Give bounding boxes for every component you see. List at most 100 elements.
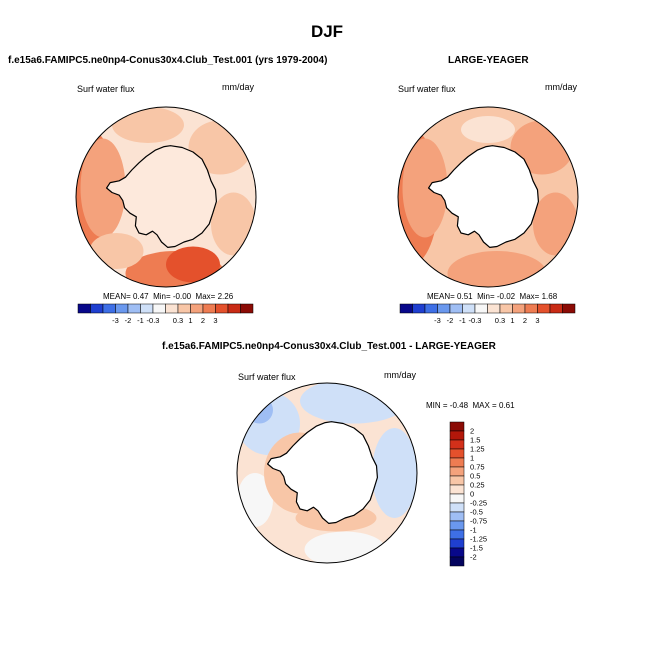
panel3-colorbar-tick-label: -0.25	[470, 499, 487, 508]
panel1-colorbar-swatch	[102, 303, 116, 314]
panel3-colorbar-swatch	[449, 457, 465, 468]
panel2-colorbar-swatch	[437, 303, 451, 314]
panel2-colorbar-swatch	[562, 303, 576, 314]
panel2-colorbar-tick-label: 2	[523, 316, 527, 325]
panel3-title: f.e15a6.FAMIPC5.ne0np4-Conus30x4.Club_Te…	[162, 341, 496, 352]
panel1-mean-value: 0.47	[133, 292, 149, 301]
panel2-boundary	[397, 106, 579, 288]
panel3-variable: Surf water flux	[238, 372, 296, 382]
panel3-max-value: 0.61	[498, 401, 515, 410]
panel3-colorbar-swatch	[449, 493, 465, 504]
panel1-stats: MEAN= 0.47 Min= -0.00 Max= 2.26	[103, 292, 233, 301]
panel3-colorbar-tick-label: 0.5	[470, 472, 480, 481]
panel3-colorbar-tick-label: 0.75	[470, 463, 485, 472]
panel3-min-label: MIN =	[426, 401, 448, 410]
panel3-colorbar-swatch	[449, 421, 465, 432]
panel1-antarctica-coastline	[105, 145, 217, 248]
panel1-field-patch	[89, 233, 144, 269]
panel1-units: mm/day	[222, 82, 255, 92]
panel3-colorbar-swatch	[449, 556, 465, 567]
panel2-antarctica-coastline	[428, 145, 540, 248]
panel2-min-value: -0.02	[496, 292, 516, 301]
panel3-colorbar-swatch	[449, 475, 465, 486]
panel2-colorbar-tick-label: 3	[535, 316, 539, 325]
panel1-colorbar-swatch	[152, 303, 166, 314]
panel2-title: LARGE-YEAGER	[448, 55, 529, 66]
panel3-colorbar-tick-label: -2	[470, 553, 477, 562]
panel3-field-patch	[372, 428, 417, 518]
panel1-colorbar-tick-label: 1	[188, 316, 192, 325]
panel2-colorbar-tick-label: -2	[447, 316, 454, 325]
panel2-colorbar-swatch	[487, 303, 501, 314]
panel3-colorbar-swatch	[449, 502, 465, 513]
panel3-colorbar-swatch	[449, 529, 465, 540]
panel2-colorbar-tick-label: -1	[459, 316, 466, 325]
panel3-colorbar-swatch	[449, 466, 465, 477]
panel1-max-label: Max=	[195, 292, 216, 301]
panel1-colorbar-swatch	[240, 303, 254, 314]
panel3-boundary	[236, 382, 418, 564]
panel1-colorbar-swatch	[127, 303, 141, 314]
panel3-colorbar-tick-label: -1.25	[470, 535, 487, 544]
panel1-colorbar-tick-label: -3	[112, 316, 119, 325]
panel2-group	[398, 107, 578, 287]
panel3-colorbar-tick-label: -0.75	[470, 517, 487, 526]
panel3-colorbar-swatch	[449, 547, 465, 558]
panel1-field-patch	[80, 138, 126, 238]
panel2-mean-label: MEAN=	[427, 292, 455, 301]
panel1-colorbar-tick-label: -0.3	[147, 316, 160, 325]
panel1-variable: Surf water flux	[77, 84, 135, 94]
panel3-colorbar-tick-label: -1	[470, 526, 477, 535]
panel3-field-patch	[246, 396, 273, 424]
panel3-stats: MIN = -0.48 MAX = 0.61	[426, 401, 515, 410]
panel2-max-value: 1.68	[541, 292, 558, 301]
panel1-boundary	[75, 106, 257, 288]
panel2-colorbar-tick-label: 0.3	[495, 316, 505, 325]
panel3-colorbar-swatch	[449, 439, 465, 450]
panel2-colorbar-swatch	[549, 303, 563, 314]
panel1-max-value: 2.26	[217, 292, 234, 301]
panel2-units: mm/day	[545, 82, 578, 92]
panel3-colorbar-swatch	[449, 511, 465, 522]
panel1-colorbar-swatch	[77, 303, 91, 314]
panel2-colorbar-swatch	[412, 303, 426, 314]
panel3-min-value: -0.48	[449, 401, 469, 410]
panel2-min-label: Min=	[477, 292, 495, 301]
panel1-colorbar-swatch	[177, 303, 191, 314]
panel1-colorbar-swatch	[190, 303, 204, 314]
panel2-colorbar-swatch	[524, 303, 538, 314]
panel2-field-patch	[461, 116, 515, 143]
panel1-colorbar-swatch	[165, 303, 179, 314]
panel1-min-label: Min=	[153, 292, 171, 301]
panel2-colorbar-swatch	[449, 303, 463, 314]
panel1-title: f.e15a6.FAMIPC5.ne0np4-Conus30x4.Club_Te…	[8, 55, 328, 66]
panel3-colorbar-tick-label: 0.25	[470, 481, 485, 490]
panel1-colorbar-swatch	[140, 303, 154, 314]
panel1-field-patch	[112, 107, 184, 143]
panel1-min-value: -0.00	[172, 292, 192, 301]
panel2-colorbar-tick-label: 1	[510, 316, 514, 325]
panel2-colorbar-swatch	[474, 303, 488, 314]
panel2-mean-value: 0.51	[457, 292, 473, 301]
panel2-colorbar-swatch	[399, 303, 413, 314]
page-title: DJF	[310, 22, 344, 41]
panel2-variable: Surf water flux	[398, 84, 456, 94]
panel2-colorbar-swatch	[462, 303, 476, 314]
panel3-colorbar-swatch	[449, 430, 465, 441]
panel1-colorbar-swatch	[90, 303, 104, 314]
panel1-colorbar-tick-label: -2	[125, 316, 132, 325]
panel3-colorbar-tick-label: 0	[470, 490, 474, 499]
panel3-colorbar-swatch	[449, 448, 465, 459]
panel1-colorbar-swatch	[215, 303, 229, 314]
panel3-colorbar-tick-label: 2	[470, 427, 474, 436]
panel1-mean-label: MEAN=	[103, 292, 131, 301]
panel1-colorbar-tick-label: 0.3	[173, 316, 183, 325]
panel3-field-patch	[300, 383, 408, 424]
panel2-colorbar-tick-label: -3	[434, 316, 441, 325]
panel1-colorbar-tick-label: 2	[201, 316, 205, 325]
panel1-colorbar-swatch	[115, 303, 129, 314]
panel1-field-patch	[211, 192, 256, 256]
panel1-colorbar-tick-label: -1	[137, 316, 144, 325]
panel3-colorbar-tick-label: -1.5	[470, 544, 483, 553]
